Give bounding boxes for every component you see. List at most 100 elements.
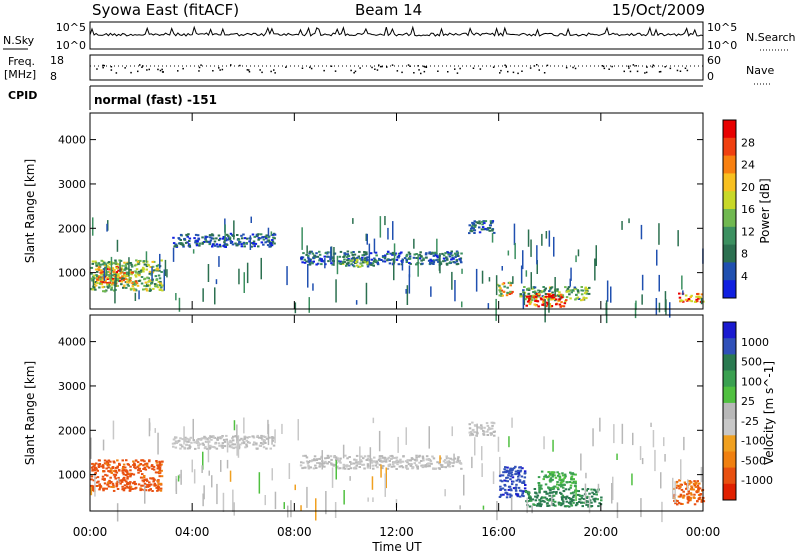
- heatmap-cell: [187, 438, 191, 441]
- heatmap-cell: [339, 250, 343, 253]
- heatmap-cell: [366, 466, 370, 469]
- heatmap-cell: [632, 432, 634, 446]
- heatmap-cell: [134, 275, 138, 278]
- heatmap-cell: [531, 296, 534, 299]
- heatmap-cell: [571, 481, 574, 484]
- heatmap-cell: [256, 434, 259, 437]
- heatmap-cell: [546, 303, 549, 306]
- heatmap-cell: [365, 251, 368, 254]
- heatmap-cell: [392, 457, 395, 459]
- heatmap-cell: [374, 464, 378, 467]
- heatmap-cell: [552, 298, 555, 301]
- heatmap-cell: [562, 305, 566, 308]
- heatmap-cell: [305, 460, 309, 463]
- heatmap-cell: [533, 295, 537, 297]
- heatmap-cell: [106, 474, 109, 477]
- heatmap-cell: [458, 461, 462, 464]
- y-tick-label: 4000: [58, 336, 86, 349]
- heatmap-cell: [139, 489, 142, 492]
- colorbar-swatch: [723, 451, 736, 469]
- heatmap-cell: [347, 264, 351, 267]
- heatmap-cell: [403, 257, 407, 260]
- heatmap-cell: [553, 474, 556, 477]
- heatmap-cell: [548, 230, 551, 247]
- heatmap-cell: [474, 424, 477, 427]
- heatmap-cell: [522, 289, 525, 292]
- heatmap-cell: [580, 299, 583, 302]
- heatmap-cell: [180, 469, 182, 485]
- heatmap-cell: [327, 461, 331, 463]
- heatmap-cell: [179, 447, 182, 450]
- heatmap-cell: [377, 458, 381, 461]
- heatmap-cell: [236, 440, 238, 456]
- heatmap-cell: [405, 259, 408, 262]
- heatmap-cell: [406, 459, 409, 462]
- heatmap-cell: [555, 491, 558, 494]
- heatmap-cell: [158, 284, 162, 286]
- heatmap-cell: [238, 268, 240, 285]
- heatmap-cell: [574, 298, 577, 301]
- heatmap-cell: [499, 488, 502, 491]
- heatmap-cell: [310, 261, 313, 264]
- heatmap-cell: [576, 503, 579, 506]
- heatmap-cell: [446, 457, 450, 460]
- heatmap-cell: [405, 427, 407, 445]
- heatmap-cell: [153, 260, 156, 263]
- heatmap-cell: [301, 256, 305, 259]
- heatmap-cell: [544, 490, 548, 493]
- heatmap-cell: [243, 417, 245, 434]
- heatmap-cell: [574, 485, 577, 488]
- heatmap-cell: [551, 491, 554, 494]
- heatmap-cell: [568, 293, 571, 296]
- heatmap-cell: [511, 290, 514, 293]
- heatmap-cell: [203, 447, 207, 450]
- heatmap-cell: [326, 454, 330, 457]
- heatmap-cell: [418, 454, 421, 457]
- heatmap-cell: [116, 239, 119, 252]
- heatmap-cell: [522, 293, 525, 310]
- heatmap-cell: [91, 279, 94, 282]
- heatmap-cell: [552, 494, 556, 497]
- heatmap-cell: [393, 259, 395, 281]
- heatmap-cell: [228, 445, 232, 448]
- heatmap-cell: [101, 464, 105, 467]
- heatmap-cell: [577, 249, 580, 257]
- heatmap-cell: [409, 464, 413, 467]
- heatmap-cell: [185, 233, 188, 236]
- heatmap-cell: [343, 467, 347, 470]
- colorbar-swatch: [723, 191, 736, 210]
- heatmap-cell: [505, 496, 509, 499]
- freq-dot: [628, 67, 630, 69]
- heatmap-cell: [690, 294, 693, 297]
- heatmap-cell: [517, 478, 520, 481]
- heatmap-cell: [556, 483, 559, 486]
- heatmap-cell: [145, 251, 148, 263]
- heatmap-cell: [528, 299, 531, 302]
- heatmap-cell: [232, 435, 235, 438]
- heatmap-cell: [175, 441, 178, 444]
- heatmap-cell: [574, 480, 577, 483]
- heatmap-cell: [413, 253, 416, 256]
- heatmap-cell: [389, 252, 392, 255]
- freq-dot: [645, 71, 648, 74]
- heatmap-cell: [334, 502, 337, 518]
- heatmap-cell: [222, 492, 225, 512]
- heatmap-cell: [519, 293, 522, 296]
- heatmap-cell: [548, 504, 551, 507]
- heatmap-cell: [144, 463, 147, 466]
- heatmap-cell: [186, 241, 189, 244]
- heatmap-cell: [129, 486, 133, 489]
- heatmap-cell: [190, 441, 193, 444]
- heatmap-cell: [360, 258, 364, 261]
- freq-dot: [371, 66, 373, 69]
- heatmap-cell: [560, 296, 564, 299]
- heatmap-cell: [687, 482, 691, 485]
- heatmap-cell: [418, 257, 422, 260]
- heatmap-cell: [95, 276, 99, 279]
- heatmap-cell: [471, 456, 473, 469]
- heatmap-cell: [561, 474, 565, 477]
- heatmap-cell: [301, 227, 303, 250]
- heatmap-cell: [585, 503, 588, 506]
- heatmap-cell: [236, 234, 239, 236]
- heatmap-cell: [677, 230, 679, 247]
